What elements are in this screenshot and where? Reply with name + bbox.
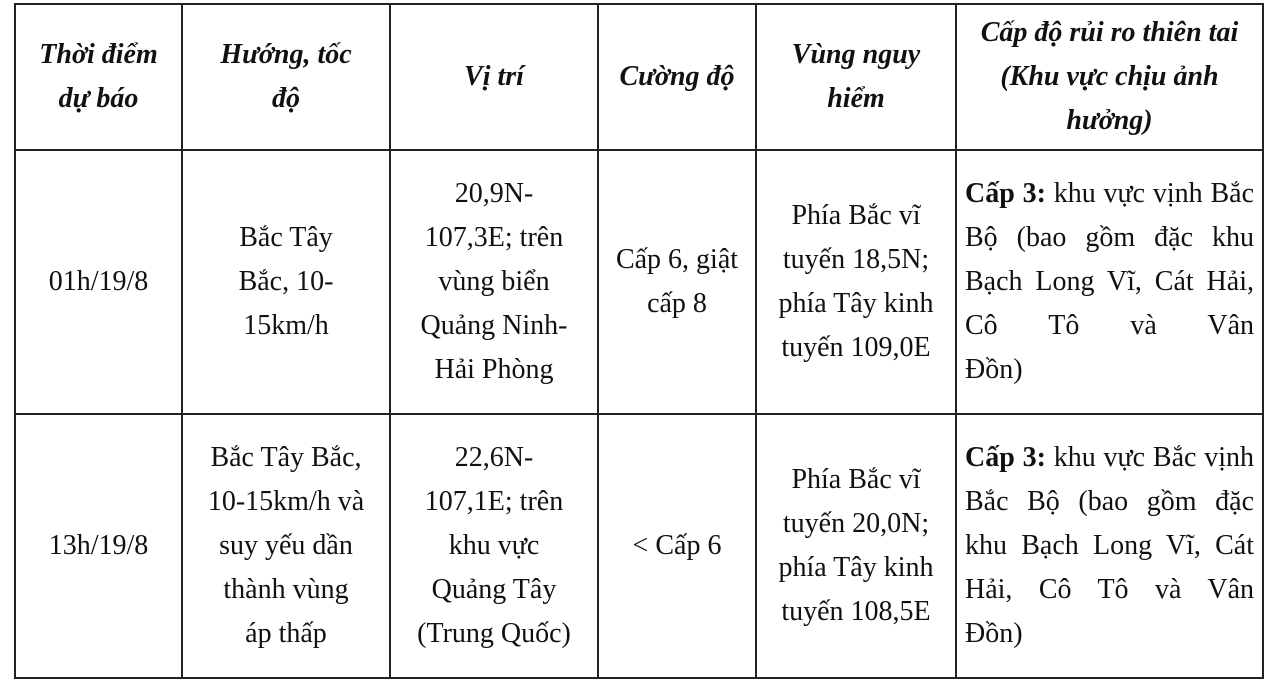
risk-area-end: Đồn) xyxy=(965,354,1023,385)
table-row: 13h/19/8 Bắc Tây Bắc, 10-15km/h và suy y… xyxy=(14,413,1264,679)
cell-danger-zone: Phía Bắc vĩ tuyến 18,5N; phía Tây kinh t… xyxy=(755,149,957,415)
header-risk-level: Cấp độ rủi ro thiên tai (Khu vực chịu ản… xyxy=(955,3,1264,151)
header-position: Vị trí xyxy=(389,3,599,151)
header-time: Thời điểm dự báo xyxy=(14,3,183,151)
cell-intensity: Cấp 6, giật cấp 8 xyxy=(597,149,757,415)
cell-direction: Bắc Tây Bắc, 10-15km/h xyxy=(181,149,391,415)
cell-direction: Bắc Tây Bắc, 10-15km/h và suy yếu dần th… xyxy=(181,413,391,679)
cell-intensity: < Cấp 6 xyxy=(597,413,757,679)
header-row: Thời điểm dự báo Hướng, tốc độ Vị trí Cư… xyxy=(14,3,1264,151)
risk-area: khu vực vịnh Bắc Bộ (bao gồm đặc khu Bạc… xyxy=(965,178,1255,341)
risk-area-end: Đồn) xyxy=(965,618,1023,649)
risk-level: Cấp 3: xyxy=(965,178,1046,209)
header-direction: Hướng, tốc độ xyxy=(181,3,391,151)
storm-forecast-table: Thời điểm dự báo Hướng, tốc độ Vị trí Cư… xyxy=(14,3,1264,679)
risk-level: Cấp 3: xyxy=(965,442,1046,473)
cell-danger-zone: Phía Bắc vĩ tuyến 20,0N; phía Tây kinh t… xyxy=(755,413,957,679)
cell-risk: Cấp 3: khu vực Bắc vịnh Bắc Bộ (bao gồm … xyxy=(955,413,1264,679)
cell-time: 01h/19/8 xyxy=(14,149,183,415)
header-intensity: Cường độ xyxy=(597,3,757,151)
cell-time: 13h/19/8 xyxy=(14,413,183,679)
cell-risk: Cấp 3: khu vực vịnh Bắc Bộ (bao gồm đặc … xyxy=(955,149,1264,415)
risk-area: khu vực Bắc vịnh Bắc Bộ (bao gồm đặc khu… xyxy=(965,442,1255,605)
header-danger-zone: Vùng nguy hiểm xyxy=(755,3,957,151)
cell-position: 20,9N-107,3E; trên vùng biển Quảng Ninh-… xyxy=(389,149,599,415)
table-row: 01h/19/8 Bắc Tây Bắc, 10-15km/h 20,9N-10… xyxy=(14,149,1264,415)
cell-position: 22,6N-107,1E; trên khu vực Quảng Tây (Tr… xyxy=(389,413,599,679)
